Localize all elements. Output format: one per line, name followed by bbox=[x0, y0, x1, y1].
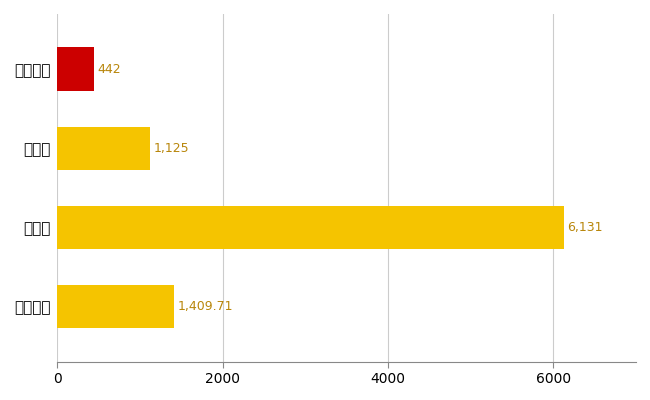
Text: 6,131: 6,131 bbox=[567, 221, 603, 234]
Text: 442: 442 bbox=[98, 63, 121, 76]
Bar bbox=[57, 206, 564, 249]
Bar bbox=[57, 285, 174, 328]
Text: 1,125: 1,125 bbox=[153, 142, 189, 155]
Bar bbox=[57, 48, 94, 91]
Text: 1,409.71: 1,409.71 bbox=[177, 300, 233, 313]
Bar bbox=[57, 126, 150, 170]
